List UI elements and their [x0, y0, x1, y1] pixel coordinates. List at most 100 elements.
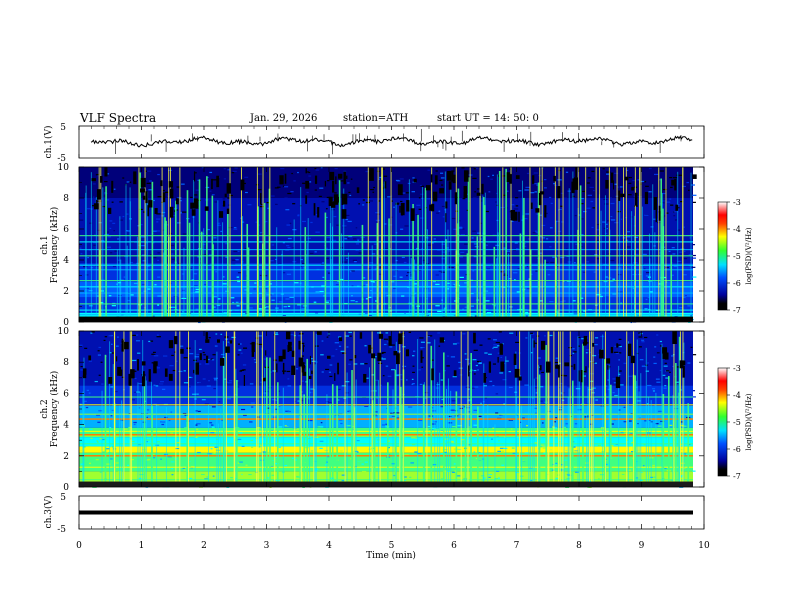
- spectro-cell: [499, 271, 504, 273]
- dark-patch: [692, 174, 697, 179]
- sferic-streak: [545, 345, 547, 487]
- spectro-cell: [549, 301, 554, 303]
- spectro-cell: [440, 379, 443, 381]
- spectro-cell: [492, 363, 496, 365]
- spectro-cell: [688, 189, 690, 191]
- sferic-streak: [387, 382, 389, 487]
- spectro-cell: [475, 457, 478, 460]
- spectro-cell: [351, 270, 355, 272]
- spectro-cell: [181, 311, 184, 313]
- spectro-cell: [121, 376, 125, 378]
- spectro-cell: [89, 222, 93, 224]
- spectro-cell: [209, 171, 213, 174]
- spectro-cell: [459, 176, 463, 178]
- spectro-cell: [499, 414, 503, 416]
- dark-patch: [445, 213, 447, 223]
- sferic-streak: [217, 423, 219, 487]
- spectro-cell: [644, 235, 649, 237]
- spectro-cell: [206, 228, 210, 231]
- spectro-cell: [308, 445, 310, 447]
- spectro-cell: [401, 295, 405, 297]
- spectro-cell: [336, 224, 341, 226]
- spectro-cell: [659, 369, 662, 372]
- spectro-cell: [490, 438, 494, 440]
- spectro-cell: [141, 238, 146, 240]
- spectro-cell: [572, 220, 576, 222]
- spectro-cell: [212, 179, 218, 181]
- spectro-cell: [211, 359, 215, 361]
- sferic-streak: [120, 259, 122, 322]
- spectro-cell: [422, 347, 426, 349]
- spectro-cell: [279, 398, 283, 401]
- spectro-tone: [79, 235, 693, 237]
- spectro-cell: [471, 237, 474, 239]
- time-tick-label: 3: [264, 541, 270, 551]
- spectro-cell: [488, 353, 492, 355]
- spectro-cell: [600, 335, 605, 338]
- sferic-streak: [395, 341, 397, 487]
- spectro-cell: [365, 298, 368, 300]
- spectro-cell: [102, 197, 107, 199]
- spectro-cell: [156, 441, 160, 443]
- spectro-cell: [525, 315, 528, 317]
- spectro-cell: [480, 238, 482, 240]
- sferic-streak: [532, 338, 534, 487]
- spectro-cell: [236, 462, 240, 464]
- spectro-cell: [623, 421, 627, 423]
- sferic-streak: [508, 253, 510, 322]
- dark-patch: [658, 211, 661, 221]
- spectro-cell: [552, 256, 555, 258]
- spectro-cell: [357, 451, 359, 453]
- dark-patch: [137, 359, 139, 371]
- spectro-tone: [79, 280, 693, 282]
- spectro-tone: [79, 269, 693, 271]
- spectro-cell: [233, 227, 237, 229]
- dark-patch: [398, 338, 403, 345]
- spectro-cell: [412, 371, 415, 373]
- sferic-streak-bright: [548, 331, 550, 487]
- spectro-cell: [589, 360, 592, 363]
- spectro-cell: [283, 306, 287, 308]
- spectro-cell: [515, 472, 520, 474]
- spectro-cell: [391, 200, 393, 202]
- spectro-cell: [301, 308, 305, 310]
- spectro-cell: [371, 183, 376, 185]
- spectro-cell: [110, 415, 113, 417]
- sferic-streak: [304, 227, 307, 322]
- dark-patch: [332, 180, 335, 193]
- spectro-cell: [417, 419, 423, 421]
- sferic-streak: [654, 232, 656, 322]
- spectro-cell: [284, 464, 288, 467]
- spectro-cell: [79, 344, 83, 346]
- low-band-strip: [79, 316, 693, 322]
- spectro-cell: [376, 397, 378, 399]
- spectro-cell: [424, 392, 429, 394]
- spectro-cell: [692, 254, 696, 257]
- spectro-cell: [325, 216, 328, 219]
- sferic-streak-bright: [640, 167, 642, 322]
- spectro-cell: [235, 301, 239, 303]
- sferic-streak-bright: [169, 167, 171, 322]
- sferic-streak: [587, 386, 589, 487]
- sferic-streak-bright: [313, 331, 315, 487]
- spectro-cell: [506, 190, 509, 192]
- spectro-cell: [317, 426, 321, 428]
- spectro-cell: [314, 189, 318, 191]
- spectro-cell: [431, 427, 436, 430]
- dark-patch: [205, 355, 209, 364]
- spectro-cell: [150, 340, 154, 342]
- spectro-cell: [535, 231, 540, 233]
- spectro-cell: [149, 180, 152, 182]
- spectro-cell: [619, 384, 624, 386]
- spectro-cell: [460, 234, 465, 236]
- spectro-cell: [117, 238, 119, 240]
- dark-patch: [606, 358, 611, 364]
- dark-patch: [575, 167, 578, 178]
- dark-patch: [141, 376, 145, 387]
- spectro-cell: [647, 296, 650, 298]
- spectro-cell: [212, 306, 216, 308]
- spectro-cell: [624, 433, 627, 435]
- dark-patch: [339, 337, 343, 342]
- spectro-cell: [390, 412, 395, 414]
- spectro-cell: [639, 417, 641, 419]
